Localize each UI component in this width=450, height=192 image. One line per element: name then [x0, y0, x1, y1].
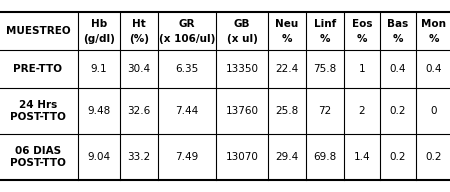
- Text: 7.44: 7.44: [176, 106, 198, 116]
- Text: %: %: [320, 34, 330, 44]
- Text: 33.2: 33.2: [127, 152, 151, 162]
- Text: Eos: Eos: [352, 19, 372, 29]
- Text: 9.04: 9.04: [87, 152, 111, 162]
- Text: 25.8: 25.8: [275, 106, 299, 116]
- Text: 72: 72: [319, 106, 332, 116]
- Text: 69.8: 69.8: [313, 152, 337, 162]
- Text: 13350: 13350: [225, 64, 258, 74]
- Text: 0.2: 0.2: [426, 152, 442, 162]
- Text: GB: GB: [234, 19, 250, 29]
- Text: (x 106/ul): (x 106/ul): [159, 34, 215, 44]
- Text: Linf: Linf: [314, 19, 336, 29]
- Text: 0.2: 0.2: [390, 106, 406, 116]
- Text: 0.2: 0.2: [390, 152, 406, 162]
- Text: 24 Hrs
POST-TTO: 24 Hrs POST-TTO: [10, 100, 66, 122]
- Text: Hb: Hb: [91, 19, 107, 29]
- Text: 06 DIAS
POST-TTO: 06 DIAS POST-TTO: [10, 146, 66, 168]
- Text: Mon: Mon: [422, 19, 446, 29]
- Text: 0: 0: [431, 106, 437, 116]
- Text: 22.4: 22.4: [275, 64, 299, 74]
- Text: Ht: Ht: [132, 19, 146, 29]
- Text: %: %: [393, 34, 403, 44]
- Text: 1.4: 1.4: [354, 152, 370, 162]
- Text: 9.48: 9.48: [87, 106, 111, 116]
- Text: 6.35: 6.35: [176, 64, 198, 74]
- Text: %: %: [357, 34, 367, 44]
- Text: Bas: Bas: [387, 19, 409, 29]
- Text: 9.1: 9.1: [91, 64, 107, 74]
- Text: Neu: Neu: [275, 19, 299, 29]
- Text: 13760: 13760: [225, 106, 258, 116]
- Bar: [0, 12, 450, 180]
- Text: 2: 2: [359, 106, 365, 116]
- Text: 30.4: 30.4: [127, 64, 151, 74]
- Text: GR: GR: [179, 19, 195, 29]
- Text: 0.4: 0.4: [426, 64, 442, 74]
- Text: MUESTREO: MUESTREO: [6, 26, 70, 36]
- Text: (g/dl): (g/dl): [83, 34, 115, 44]
- Text: (%): (%): [129, 34, 149, 44]
- Text: 75.8: 75.8: [313, 64, 337, 74]
- Text: 1: 1: [359, 64, 365, 74]
- Text: (x ul): (x ul): [226, 34, 257, 44]
- Text: %: %: [282, 34, 292, 44]
- Text: 0.4: 0.4: [390, 64, 406, 74]
- Text: PRE-TTO: PRE-TTO: [14, 64, 63, 74]
- Text: 29.4: 29.4: [275, 152, 299, 162]
- Text: %: %: [429, 34, 439, 44]
- Text: 32.6: 32.6: [127, 106, 151, 116]
- Text: 7.49: 7.49: [176, 152, 198, 162]
- Text: 13070: 13070: [225, 152, 258, 162]
